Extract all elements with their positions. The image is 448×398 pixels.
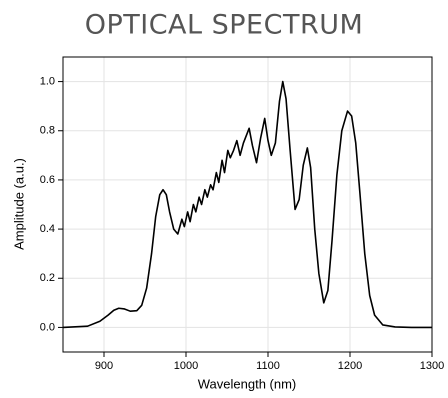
y-tick-label: 0.0 <box>40 321 55 333</box>
y-axis-label: Amplitude (a.u.) <box>11 158 26 250</box>
y-tick-label: 0.8 <box>40 125 55 137</box>
x-tick-label: 1200 <box>338 360 362 372</box>
x-tick-label: 1300 <box>420 360 444 372</box>
y-tick-label: 0.6 <box>40 174 55 186</box>
x-tick-label: 1100 <box>256 360 280 372</box>
y-tick-label: 0.4 <box>40 223 55 235</box>
x-axis-label: Wavelength (nm) <box>198 376 297 391</box>
chart-title: OPTICAL SPECTRUM <box>85 10 364 41</box>
spectrum-line <box>62 80 432 329</box>
plot-frame <box>62 56 433 353</box>
y-tick-label: 0.2 <box>40 272 55 284</box>
y-tick-label: 1.0 <box>40 75 55 87</box>
x-tick-label: 1000 <box>174 360 198 372</box>
x-tick-label: 900 <box>95 360 113 372</box>
